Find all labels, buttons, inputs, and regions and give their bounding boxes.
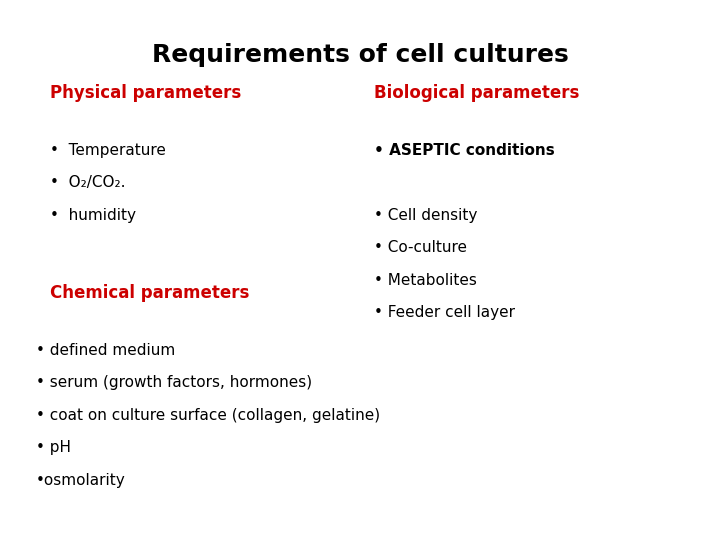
Text: Requirements of cell cultures: Requirements of cell cultures [152, 43, 568, 67]
Text: • ASEPTIC conditions: • ASEPTIC conditions [374, 143, 555, 158]
Text: • pH: • pH [36, 440, 71, 455]
Text: •osmolarity: •osmolarity [36, 472, 126, 488]
Text: Chemical parameters: Chemical parameters [50, 284, 250, 301]
Text: Physical parameters: Physical parameters [50, 84, 242, 102]
Text: • Cell density: • Cell density [374, 208, 478, 223]
Text: • Metabolites: • Metabolites [374, 273, 477, 288]
Text: •  Temperature: • Temperature [50, 143, 166, 158]
Text: •  O₂/CO₂.: • O₂/CO₂. [50, 176, 126, 191]
Text: •  humidity: • humidity [50, 208, 136, 223]
Text: • serum (growth factors, hormones): • serum (growth factors, hormones) [36, 375, 312, 390]
Text: • defined medium: • defined medium [36, 343, 175, 358]
Text: Biological parameters: Biological parameters [374, 84, 580, 102]
Text: • Feeder cell layer: • Feeder cell layer [374, 305, 516, 320]
Text: • coat on culture surface (collagen, gelatine): • coat on culture surface (collagen, gel… [36, 408, 380, 423]
Text: • Co-culture: • Co-culture [374, 240, 467, 255]
